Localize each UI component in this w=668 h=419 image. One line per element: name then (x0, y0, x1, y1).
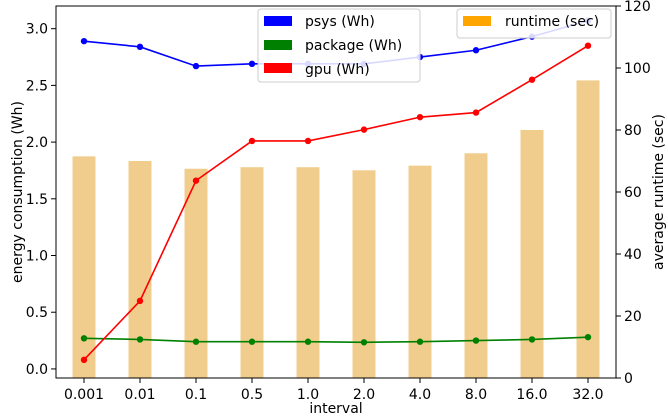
gpu-line (83, 45, 589, 361)
y-right-tick-label-100: 100 (624, 61, 651, 77)
package-point-0.01 (136, 336, 144, 343)
legend-energy-box (257, 8, 421, 83)
gpu-point-1.0 (304, 137, 312, 145)
gpu-point-0.5 (248, 137, 256, 145)
legend-runtime-label: runtime (sec) (505, 14, 599, 30)
psys-point-0.01 (136, 43, 144, 51)
package-point-0.5 (248, 338, 256, 345)
x-tick-label-4.0: 4.0 (409, 387, 431, 403)
runtime-bars (72, 80, 600, 379)
package-point-0.001 (80, 335, 88, 342)
package-point-4.0 (416, 338, 424, 345)
x-tick-label-32.0: 32.0 (572, 387, 603, 403)
y-left-tick-label-0.5: 0.5 (26, 305, 48, 321)
package-point-2.0 (360, 339, 368, 346)
legend-runtime-box (456, 8, 612, 39)
y-right-tick-label-60: 60 (624, 185, 642, 201)
y-left-tick-label-3.0: 3.0 (26, 22, 48, 38)
y-right-tick-label-40: 40 (624, 247, 642, 263)
y-left-tick-label-2.0: 2.0 (26, 135, 48, 151)
y-right-tick-label-20: 20 (624, 309, 642, 325)
legend-gpu-label: gpu (Wh) (305, 62, 370, 78)
gpu-point-0.1 (192, 177, 200, 184)
x-tick-label-0.1: 0.1 (185, 387, 207, 403)
x-tick-label-0.5: 0.5 (241, 387, 263, 403)
gpu-point-4.0 (416, 113, 424, 121)
package-point-1.0 (304, 338, 312, 345)
gpu-point-2.0 (360, 126, 368, 133)
gpu-point-0.001 (80, 356, 88, 364)
y-left-tick-label-1.5: 1.5 (26, 192, 48, 208)
package-point-8.0 (472, 337, 480, 344)
runtime-bar-0.5 (240, 167, 264, 378)
y-right-axis-label: average runtime (sec) (651, 114, 667, 270)
psys-point-0.1 (192, 62, 200, 70)
y-left-tick-label-1.0: 1.0 (26, 249, 48, 265)
package-point-16.0 (528, 336, 536, 343)
gpu-point-0.01 (136, 297, 144, 305)
runtime-bar-0.001 (72, 156, 96, 378)
x-tick-label-8.0: 8.0 (465, 387, 487, 403)
package-point-32.0 (584, 333, 592, 341)
y-left-tick-label-2.5: 2.5 (26, 78, 48, 94)
runtime-bar-2.0 (352, 170, 376, 378)
x-ticks: 0.001 0.01 0.1 0.5 1.0 2.0 4.0 8.0 16.0 32.0 (64, 378, 604, 403)
gpu-point-32.0 (584, 42, 592, 49)
runtime-bar-1.0 (296, 167, 320, 378)
gpu-point-8.0 (472, 109, 480, 116)
y-left-ticks: 0.0 0.5 1.0 1.5 2.0 2.5 3.0 (26, 22, 56, 378)
psys-point-0.001 (80, 37, 88, 45)
y-right-tick-label-80: 80 (624, 123, 642, 139)
y-left-tick-label-0.0: 0.0 (26, 362, 48, 378)
legend-runtime-swatch (463, 16, 491, 26)
runtime-bar-32.0 (576, 80, 600, 379)
runtime-bar-0.01 (128, 161, 152, 378)
runtime-bar-0.1 (184, 168, 208, 378)
y-right-tick-label-0: 0 (624, 371, 633, 387)
package-line (83, 336, 589, 344)
legend-psys-label: psys (Wh) (305, 14, 375, 30)
x-tick-label-0.001: 0.001 (64, 387, 104, 403)
legend-runtime: runtime (sec) (456, 8, 612, 39)
legend-psys-swatch (264, 16, 292, 26)
legend-energy: psys (Wh) package (Wh) gpu (Wh) (257, 8, 421, 83)
package-point-0.1 (192, 338, 200, 345)
psys-point-0.5 (248, 60, 256, 68)
runtime-bar-4.0 (408, 165, 432, 378)
psys-point-8.0 (472, 47, 480, 54)
y-left-axis-label: energy consumption (Wh) (10, 101, 26, 283)
x-axis-label: interval (309, 401, 362, 417)
legend-package-swatch (264, 40, 292, 50)
x-tick-label-2.0: 2.0 (353, 387, 375, 403)
legend-package-label: package (Wh) (305, 38, 402, 54)
runtime-bar-16.0 (520, 130, 544, 378)
y-right-ticks: 0 20 40 60 80 100 120 (616, 0, 651, 387)
y-right-tick-label-120: 120 (624, 0, 651, 15)
x-tick-label-0.01: 0.01 (124, 387, 155, 403)
x-tick-label-1.0: 1.0 (297, 387, 319, 403)
legend-gpu-swatch (264, 63, 292, 73)
gpu-point-16.0 (528, 76, 536, 83)
x-tick-label-16.0: 16.0 (516, 387, 547, 403)
runtime-bar-8.0 (464, 153, 488, 378)
